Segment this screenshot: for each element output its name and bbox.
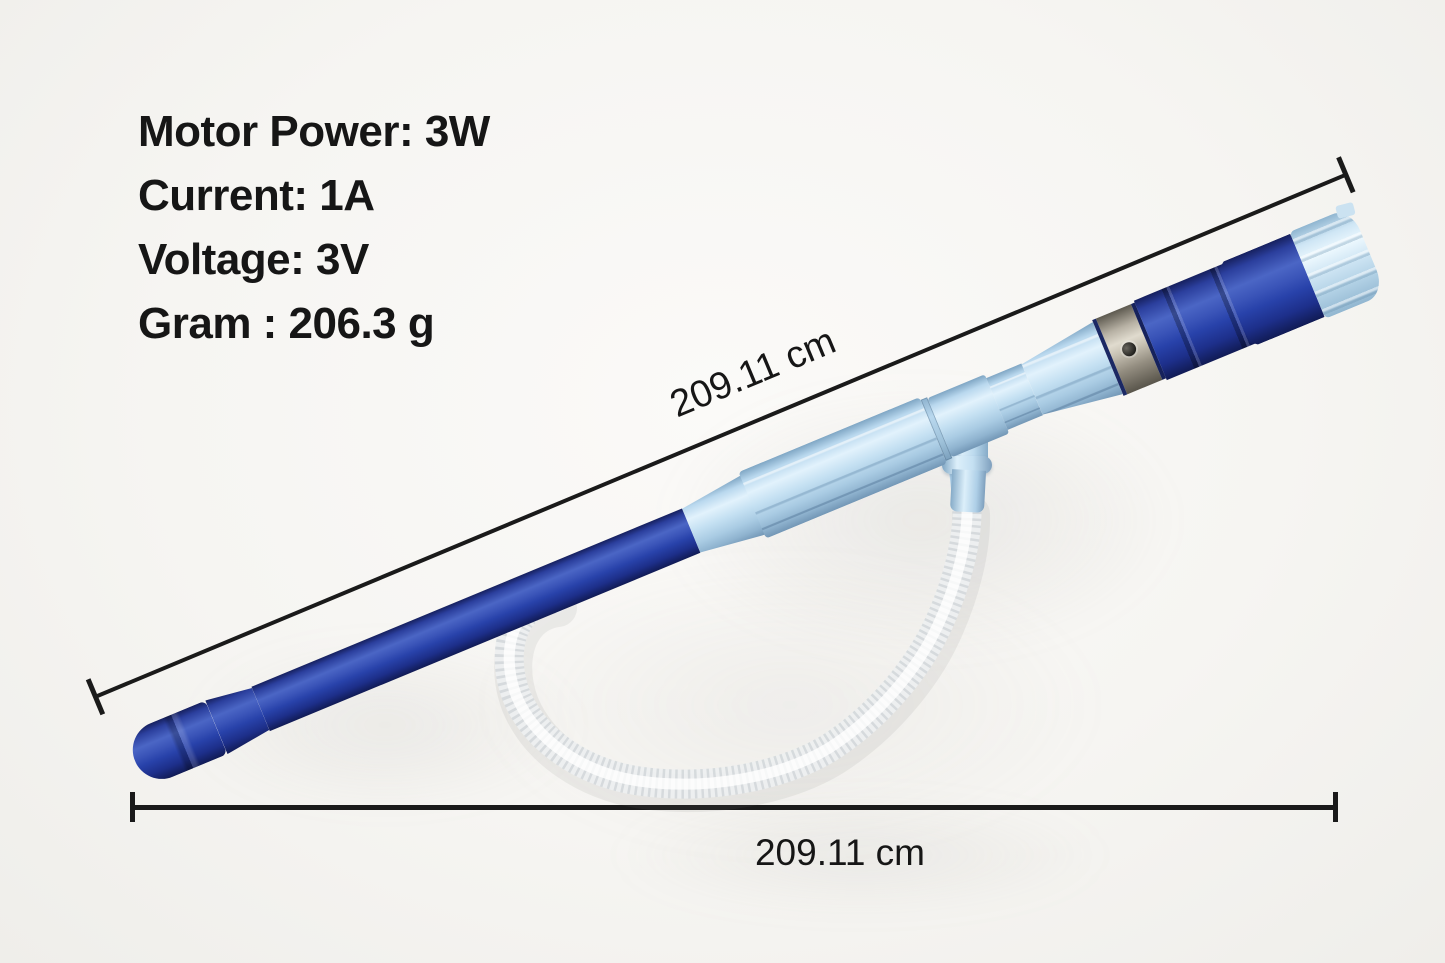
dimension-tick (130, 792, 135, 822)
bottom-dimension-label: 209.11 cm (754, 832, 926, 873)
hose-highlight (503, 499, 973, 790)
dimension-tick (1333, 792, 1338, 822)
spec-line-voltage: Voltage: 3V (138, 235, 369, 284)
outlet-spout-tube (949, 469, 987, 513)
spec-line-gram: Gram : 206.3 g (138, 299, 435, 348)
spec-line-current: Current: 1A (138, 171, 375, 220)
spec-line-motor-power: Motor Power: 3W (138, 107, 490, 156)
power-button-icon (1119, 340, 1139, 359)
bottom-dimension-line (130, 792, 1338, 822)
spec-text-block: Motor Power: 3W Current: 1A Voltage: 3V … (138, 100, 490, 356)
hose-white-body (494, 490, 982, 799)
hose-corrugation (494, 504, 982, 799)
